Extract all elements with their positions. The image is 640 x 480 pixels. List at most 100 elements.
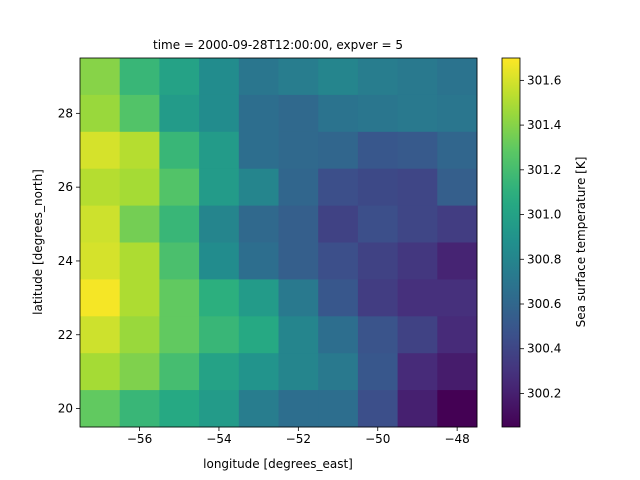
heatmap-cell <box>238 131 279 170</box>
x-tick-label: −56 <box>127 432 152 446</box>
heatmap-cell <box>397 279 438 317</box>
heatmap-cell <box>119 353 160 391</box>
y-axis-label: latitude [degrees_north] <box>31 169 45 315</box>
colorbar-tick-label: 301.2 <box>527 163 561 177</box>
y-tick-label: 24 <box>58 254 73 268</box>
heatmap-cell <box>199 390 240 428</box>
colorbar-tick-label: 301.6 <box>527 73 561 87</box>
heatmap-cell <box>437 242 478 280</box>
colorbar-tick-label: 300.4 <box>527 342 561 356</box>
heatmap-cell <box>318 279 359 317</box>
heatmap-cell <box>199 94 240 133</box>
heatmap-cell <box>437 353 478 391</box>
heatmap-cell <box>119 168 160 206</box>
heatmap-cell <box>80 58 121 96</box>
heatmap-cell <box>278 58 319 96</box>
colorbar-tick-label: 300.8 <box>527 252 561 266</box>
heatmap-cell <box>159 58 200 96</box>
heatmap-cell <box>397 242 438 280</box>
colorbar-tick-label: 300.2 <box>527 386 561 400</box>
heatmap-cell <box>318 94 359 133</box>
heatmap-cell <box>80 94 121 133</box>
heatmap-cell <box>80 242 121 280</box>
colorbar <box>502 58 520 427</box>
heatmap-cell <box>199 131 240 170</box>
heatmap-cell <box>119 390 160 428</box>
heatmap-cell <box>238 390 279 428</box>
heatmap-cell <box>278 316 319 354</box>
heatmap-cell <box>159 131 200 170</box>
colorbar-tick-label: 301.4 <box>527 118 561 132</box>
heatmap-cell <box>318 242 359 280</box>
heatmap-cell <box>80 131 121 170</box>
heatmap-cell <box>80 168 121 206</box>
heatmap-cell <box>397 390 438 428</box>
heatmap-cell <box>159 279 200 317</box>
heatmap-cell <box>278 94 319 133</box>
heatmap-cell <box>357 390 398 428</box>
heatmap-cell <box>357 353 398 391</box>
heatmap-cell <box>80 279 121 317</box>
heatmap-cell <box>397 353 438 391</box>
heatmap-cell <box>357 279 398 317</box>
chart-title: time = 2000-09-28T12:00:00, expver = 5 <box>153 38 403 52</box>
heatmap-cell <box>318 205 359 243</box>
heatmap-cell <box>119 316 160 354</box>
heatmap-cell <box>238 168 279 206</box>
heatmap-cell <box>238 279 279 317</box>
heatmap-cell <box>119 94 160 133</box>
heatmap-cell <box>397 94 438 133</box>
colorbar-tick-label: 300.6 <box>527 297 561 311</box>
heatmap-cell <box>278 242 319 280</box>
heatmap-cell <box>357 168 398 206</box>
heatmap-cell <box>80 316 121 354</box>
heatmap-cell <box>278 353 319 391</box>
heatmap-cell <box>437 390 478 428</box>
colorbar-ticks: 300.2 300.4 300.6 300.8 301.0 301.2 301.4 301.6 <box>520 73 561 400</box>
heatmap-cell <box>80 353 121 391</box>
heatmap-cell <box>437 279 478 317</box>
heatmap-cell <box>119 58 160 96</box>
heatmap-cell <box>437 131 478 170</box>
heatmap-cell <box>119 205 160 243</box>
heatmap-cells <box>80 58 478 428</box>
x-tick-label: −52 <box>286 432 311 446</box>
heatmap-cell <box>318 168 359 206</box>
heatmap-cell <box>278 390 319 428</box>
y-axis: 20 22 24 26 28 <box>58 106 80 416</box>
y-tick-label: 26 <box>58 180 73 194</box>
heatmap-cell <box>397 58 438 96</box>
heatmap-cell <box>357 316 398 354</box>
heatmap-cell <box>199 58 240 96</box>
y-tick-label: 20 <box>58 402 73 416</box>
heatmap-cell <box>238 94 279 133</box>
y-tick-label: 22 <box>58 328 73 342</box>
heatmap-cell <box>159 353 200 391</box>
heatmap-cell <box>80 205 121 243</box>
heatmap-cell <box>199 279 240 317</box>
heatmap-cell <box>318 316 359 354</box>
colorbar-frame <box>501 57 521 428</box>
colorbar-label: Sea surface temperature [K] <box>574 157 588 328</box>
heatmap-cell <box>199 353 240 391</box>
heatmap-cell <box>357 94 398 133</box>
heatmap-cell <box>80 390 121 428</box>
heatmap-cell <box>278 131 319 170</box>
heatmap-cell <box>318 58 359 96</box>
x-tick-label: −50 <box>365 432 390 446</box>
heatmap-cell <box>278 168 319 206</box>
heatmap-cell <box>397 168 438 206</box>
heatmap-cell <box>199 242 240 280</box>
heatmap-cell <box>437 58 478 96</box>
plot-frame <box>79 57 478 428</box>
heatmap-cell <box>437 205 478 243</box>
colorbar-tick-label: 301.0 <box>527 208 561 222</box>
x-axis: −56 −54 −52 −50 −48 <box>127 427 470 446</box>
heatmap-cell <box>238 316 279 354</box>
heatmap-cell <box>437 94 478 133</box>
heatmap-cell <box>238 205 279 243</box>
heatmap-cell <box>159 168 200 206</box>
heatmap-cell <box>199 205 240 243</box>
heatmap-cell <box>119 131 160 170</box>
